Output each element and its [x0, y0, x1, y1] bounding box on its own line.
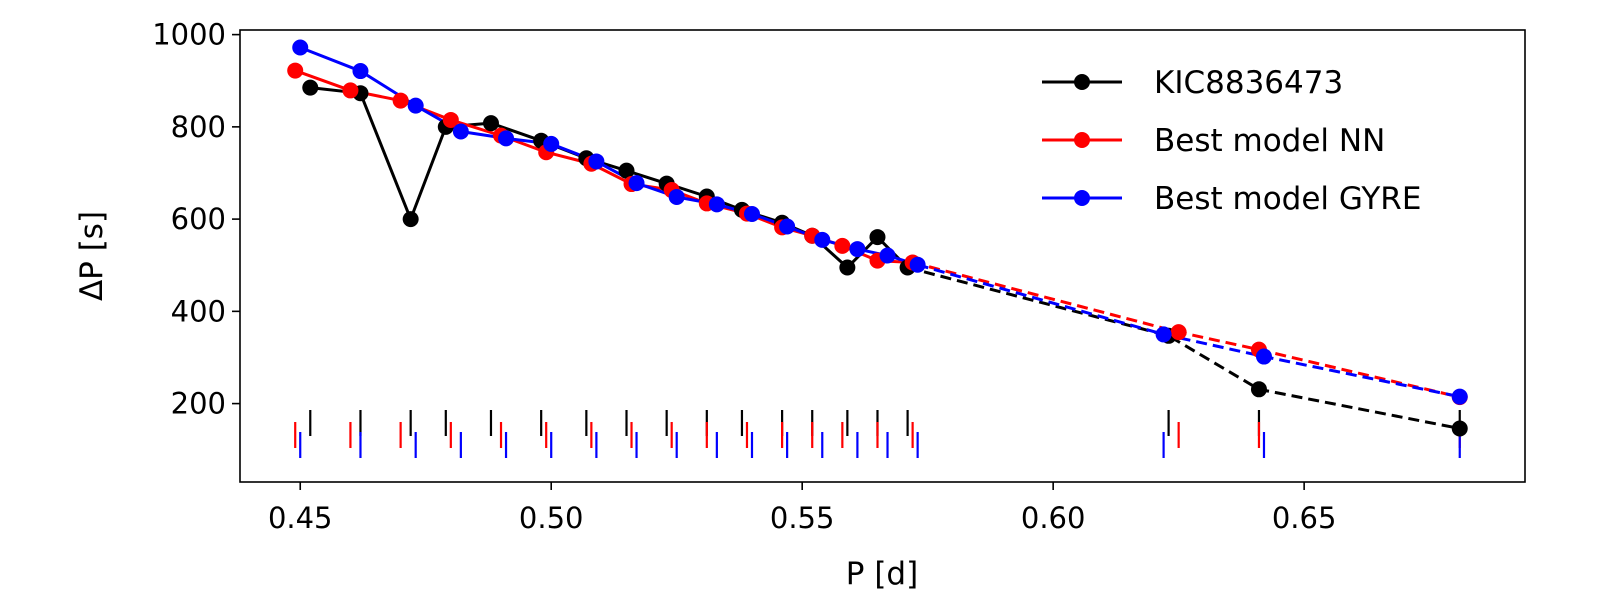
- data-point: [814, 231, 831, 248]
- legend-marker: [1074, 190, 1090, 206]
- y-tick-label: 800: [171, 110, 226, 144]
- x-tick-label: 0.55: [770, 501, 835, 535]
- series-line-dashed: [907, 266, 1461, 430]
- data-point: [1155, 326, 1172, 343]
- y-tick-label: 600: [171, 202, 226, 236]
- x-axis-label: P [d]: [846, 556, 918, 592]
- data-point: [352, 63, 369, 80]
- data-point: [909, 256, 926, 273]
- legend-marker: [1074, 74, 1090, 90]
- x-tick-label: 0.50: [519, 501, 584, 535]
- y-tick-label: 400: [171, 294, 226, 328]
- data-point: [743, 206, 760, 223]
- data-point: [498, 130, 515, 147]
- data-point: [407, 97, 424, 114]
- x-tick-label: 0.65: [1272, 501, 1337, 535]
- series-line-solid: [310, 86, 909, 270]
- y-tick-label: 200: [171, 387, 226, 421]
- data-point: [869, 229, 886, 246]
- data-point: [1255, 348, 1272, 365]
- legend-label: Best model NN: [1154, 123, 1385, 159]
- data-point: [849, 241, 866, 258]
- data-point: [452, 123, 469, 140]
- x-tick-label: 0.45: [268, 501, 333, 535]
- data-point: [302, 79, 319, 96]
- data-point: [287, 62, 304, 79]
- data-point: [588, 153, 605, 170]
- series-line-dashed: [912, 261, 1461, 399]
- data-point: [628, 175, 645, 192]
- data-point: [392, 92, 409, 109]
- y-axis: 200 400 600 800 1000: [152, 18, 240, 421]
- data-point: [879, 247, 896, 264]
- data-point: [442, 111, 459, 128]
- data-point: [779, 218, 796, 235]
- legend-marker: [1074, 132, 1090, 148]
- data-point: [342, 82, 359, 99]
- series-points: [287, 39, 1468, 437]
- data-point: [1250, 381, 1267, 398]
- data-point: [839, 259, 856, 276]
- data-point: [1170, 324, 1187, 341]
- data-point: [668, 188, 685, 205]
- data-point: [292, 39, 309, 56]
- data-point: [618, 162, 635, 179]
- legend-label: Best model GYRE: [1154, 181, 1421, 217]
- data-point: [1451, 420, 1468, 437]
- legend-label: KIC8836473: [1154, 65, 1343, 101]
- data-point: [402, 211, 419, 228]
- x-axis: 0.45 0.50 0.55 0.60 0.65: [268, 482, 1336, 535]
- data-point: [708, 196, 725, 213]
- plot-area: [239, 29, 1526, 483]
- data-point: [834, 237, 851, 254]
- axes-frame: [239, 29, 1526, 483]
- y-tick-label: 1000: [152, 18, 226, 52]
- data-point: [482, 115, 499, 132]
- data-point: [543, 135, 560, 152]
- series-line-dashed: [917, 263, 1461, 399]
- legend: KIC8836473 Best model NN Best model GYRE: [1042, 65, 1421, 217]
- data-point: [1451, 388, 1468, 405]
- y-axis-label: ΔP [s]: [74, 211, 110, 301]
- x-tick-label: 0.60: [1021, 501, 1086, 535]
